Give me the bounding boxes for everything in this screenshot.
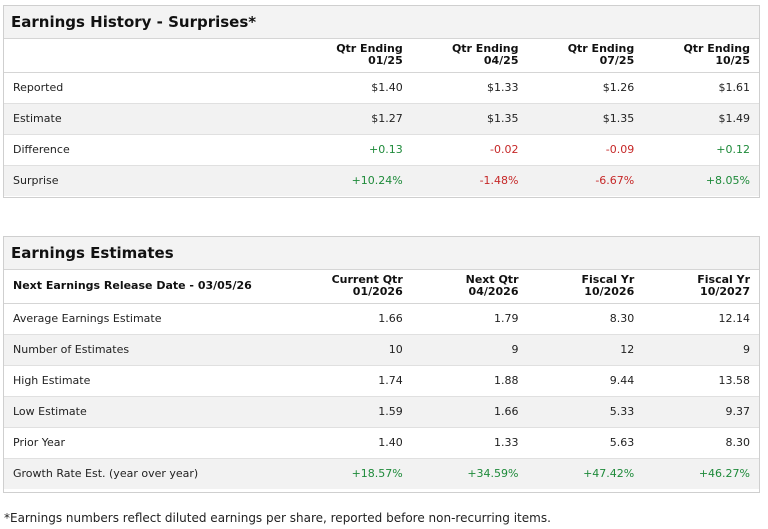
table-row-low-estimate: Low Estimate 1.59 1.66 5.33 9.37	[4, 396, 759, 428]
table-row-prior-year: Prior Year 1.40 1.33 5.63 8.30	[4, 427, 759, 459]
cell-value: 12	[527, 334, 644, 366]
cell-value-negative: -1.48%	[411, 165, 528, 196]
row-label: Surprise	[4, 165, 296, 196]
cell-value: $1.49	[643, 103, 759, 135]
column-header: Next Qtr 04/2026	[411, 270, 528, 304]
cell-value: 1.79	[411, 303, 528, 335]
cell-value: 1.88	[411, 365, 528, 397]
cell-value: $1.61	[643, 72, 759, 104]
cell-value-negative: -0.02	[411, 134, 528, 166]
cell-value: 12.14	[643, 303, 759, 335]
cell-value: $1.27	[296, 103, 412, 135]
earnings-history-table: Qtr Ending 01/25 Qtr Ending 04/25 Qtr Endi…	[4, 39, 759, 196]
row-label: High Estimate	[4, 365, 296, 397]
cell-value-positive: +0.12	[643, 134, 759, 166]
cell-value: 5.63	[527, 427, 644, 459]
row-label: Growth Rate Est. (year over year)	[4, 458, 296, 489]
cell-value: $1.40	[296, 72, 412, 104]
earnings-history-panel: Earnings History - Surprises* Qtr Ending…	[3, 5, 760, 198]
cell-value-positive: +47.42%	[527, 458, 644, 489]
column-header: Current Qtr 01/2026	[296, 270, 412, 304]
cell-value-positive: +0.13	[296, 134, 412, 166]
row-label: Prior Year	[4, 427, 296, 459]
cell-value: $1.33	[411, 72, 528, 104]
column-header: Fiscal Yr 10/2027	[643, 270, 759, 304]
cell-value-positive: +46.27%	[643, 458, 759, 489]
cell-value-positive: +34.59%	[411, 458, 528, 489]
cell-value-negative: -0.09	[527, 134, 644, 166]
column-header: Qtr Ending 10/25	[643, 39, 759, 73]
cell-value: $1.35	[411, 103, 528, 135]
cell-value: 9.44	[527, 365, 644, 397]
row-label: Reported	[4, 72, 296, 104]
cell-value: 9	[643, 334, 759, 366]
table-row-estimate: Estimate $1.27 $1.35 $1.35 $1.49	[4, 103, 759, 135]
cell-value: 9.37	[643, 396, 759, 428]
table-row-growth-rate: Growth Rate Est. (year over year) +18.57…	[4, 458, 759, 489]
cell-value: $1.35	[527, 103, 644, 135]
cell-value: 13.58	[643, 365, 759, 397]
column-header: Qtr Ending 01/25	[296, 39, 412, 73]
row-label: Difference	[4, 134, 296, 166]
cell-value-positive: +10.24%	[296, 165, 412, 196]
row-label: Low Estimate	[4, 396, 296, 428]
footnote: *Earnings numbers reflect diluted earnin…	[4, 511, 551, 525]
column-header: Qtr Ending 07/25	[527, 39, 644, 73]
earnings-estimates-title: Earnings Estimates	[4, 237, 759, 270]
cell-value-negative: -6.67%	[527, 165, 644, 196]
table-row-reported: Reported $1.40 $1.33 $1.26 $1.61	[4, 72, 759, 104]
table-row-average-estimate: Average Earnings Estimate 1.66 1.79 8.30…	[4, 303, 759, 335]
earnings-history-title: Earnings History - Surprises*	[4, 6, 759, 39]
cell-value: 1.59	[296, 396, 412, 428]
cell-value-positive: +18.57%	[296, 458, 412, 489]
table-row-number-of-estimates: Number of Estimates 10 9 12 9	[4, 334, 759, 366]
column-header: Fiscal Yr 10/2026	[527, 270, 644, 304]
cell-value: 1.66	[411, 396, 528, 428]
earnings-estimates-panel: Earnings Estimates Next Earnings Release…	[3, 236, 760, 493]
table-row-high-estimate: High Estimate 1.74 1.88 9.44 13.58	[4, 365, 759, 397]
row-label: Average Earnings Estimate	[4, 303, 296, 335]
cell-value: $1.26	[527, 72, 644, 104]
table-row-surprise: Surprise +10.24% -1.48% -6.67% +8.05%	[4, 165, 759, 196]
cell-value: 10	[296, 334, 412, 366]
cell-value: 8.30	[643, 427, 759, 459]
header-empty	[4, 39, 296, 73]
cell-value: 5.33	[527, 396, 644, 428]
cell-value: 1.33	[411, 427, 528, 459]
cell-value: 8.30	[527, 303, 644, 335]
row-label: Estimate	[4, 103, 296, 135]
cell-value: 9	[411, 334, 528, 366]
earnings-estimates-table: Next Earnings Release Date - 03/05/26 Cu…	[4, 270, 759, 489]
row-label: Number of Estimates	[4, 334, 296, 366]
cell-value: 1.66	[296, 303, 412, 335]
cell-value: 1.74	[296, 365, 412, 397]
cell-value-positive: +8.05%	[643, 165, 759, 196]
cell-value: 1.40	[296, 427, 412, 459]
column-header: Qtr Ending 04/25	[411, 39, 528, 73]
table-row-difference: Difference +0.13 -0.02 -0.09 +0.12	[4, 134, 759, 166]
table-header-row: Next Earnings Release Date - 03/05/26 Cu…	[4, 270, 759, 304]
table-header-row: Qtr Ending 01/25 Qtr Ending 04/25 Qtr Endi…	[4, 39, 759, 73]
next-release-date-label: Next Earnings Release Date - 03/05/26	[4, 270, 296, 304]
